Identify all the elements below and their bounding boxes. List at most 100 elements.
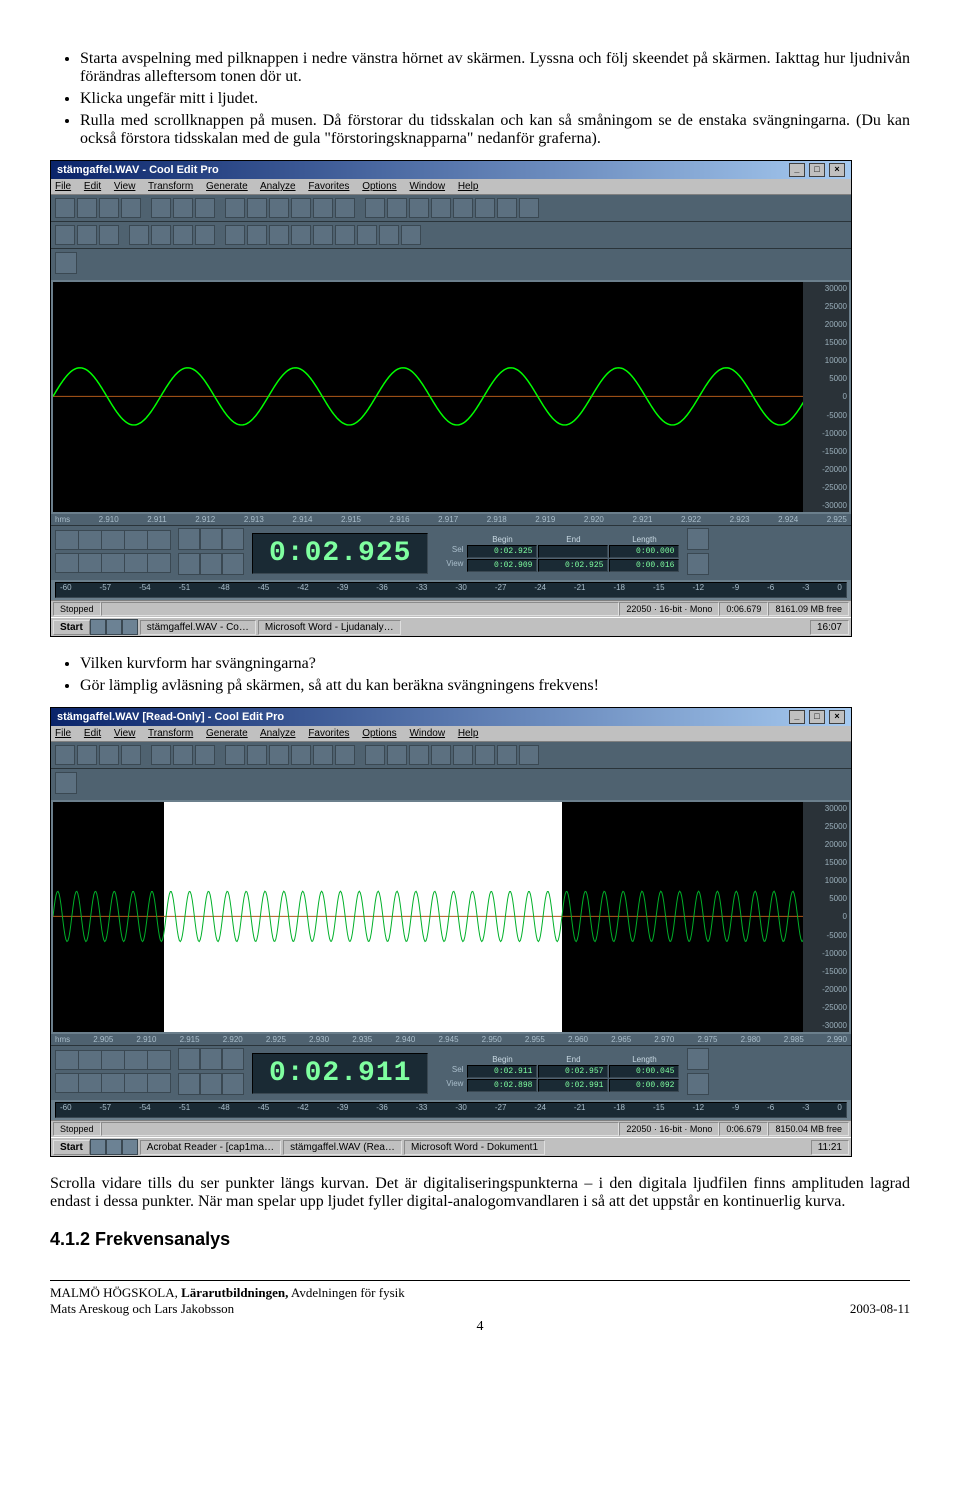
toolbar-button[interactable] [409,198,429,218]
menu-options[interactable]: Options [362,728,396,739]
zoom-right-button[interactable] [222,553,244,575]
goto-start-button[interactable] [55,1073,79,1093]
start-button[interactable]: Start [53,620,90,635]
taskbar-item[interactable]: Microsoft Word - Ljudanaly… [258,620,401,635]
forward-button[interactable] [101,1073,125,1093]
zoom-sel-button[interactable] [178,553,200,575]
loop-button[interactable] [147,530,171,550]
menu-generate[interactable]: Generate [206,181,248,192]
vzoom-in-button[interactable] [687,1048,709,1070]
record-button[interactable] [124,1050,148,1070]
toolbar-button[interactable] [269,225,289,245]
minimize-icon[interactable]: _ [789,710,805,724]
menu-window[interactable]: Window [409,728,445,739]
menu-view[interactable]: View [114,728,136,739]
toolbar-button[interactable] [121,198,141,218]
toolbar-button[interactable] [247,225,267,245]
goto-end-button[interactable] [124,1073,148,1093]
taskbar-item[interactable]: Microsoft Word - Dokument1 [404,1140,545,1155]
toolbar-button[interactable] [225,745,245,765]
menu-edit[interactable]: Edit [84,728,101,739]
menu-transform[interactable]: Transform [148,728,193,739]
toolbar-button[interactable] [99,198,119,218]
toolbar-button[interactable] [313,225,333,245]
goto-start-button[interactable] [55,553,79,573]
toolbar-button[interactable] [387,745,407,765]
toolbar-button[interactable] [357,225,377,245]
menu-window[interactable]: Window [409,181,445,192]
menu-edit[interactable]: Edit [84,181,101,192]
pause-button[interactable] [101,530,125,550]
rewind-button[interactable] [78,1073,102,1093]
zoom-left-button[interactable] [200,1073,222,1095]
toolbar-button[interactable] [431,198,451,218]
waveform-area[interactable]: 30000 25000 20000 15000 10000 5000 0 -50… [53,282,849,512]
toolbar-button[interactable] [365,198,385,218]
vzoom-out-button[interactable] [687,1073,709,1095]
toolbar-button[interactable] [519,745,539,765]
toolbar-button[interactable] [225,225,245,245]
menu-view[interactable]: View [114,181,136,192]
maximize-icon[interactable]: □ [809,710,825,724]
quicklaunch-icon[interactable] [122,619,138,635]
zoom-in-button[interactable] [178,1048,200,1070]
stop-button[interactable] [55,1050,79,1070]
toolbar-button[interactable] [225,198,245,218]
zoom-out-button[interactable] [200,528,222,550]
view-toggle-button[interactable] [55,772,77,794]
menu-options[interactable]: Options [362,181,396,192]
menu-favorites[interactable]: Favorites [308,181,349,192]
menu-generate[interactable]: Generate [206,728,248,739]
waveform-area[interactable]: 30000 25000 20000 15000 10000 5000 0 -50… [53,802,849,1032]
close-icon[interactable]: × [829,710,845,724]
toolbar-button[interactable] [401,225,421,245]
end-button[interactable] [147,553,171,573]
pause-button[interactable] [101,1050,125,1070]
toolbar-button[interactable] [55,745,75,765]
toolbar-button[interactable] [195,225,215,245]
toolbar-button[interactable] [55,198,75,218]
toolbar-button[interactable] [77,225,97,245]
menu-favorites[interactable]: Favorites [308,728,349,739]
toolbar-button[interactable] [453,198,473,218]
close-icon[interactable]: × [829,163,845,177]
menu-analyze[interactable]: Analyze [260,728,296,739]
zoom-full-button[interactable] [222,528,244,550]
quicklaunch-icon[interactable] [106,619,122,635]
menu-file[interactable]: File [55,728,71,739]
menu-analyze[interactable]: Analyze [260,181,296,192]
vzoom-out-button[interactable] [687,553,709,575]
toolbar-button[interactable] [387,198,407,218]
toolbar-button[interactable] [173,198,193,218]
toolbar-button[interactable] [497,745,517,765]
quicklaunch-icon[interactable] [122,1139,138,1155]
toolbar-button[interactable] [475,198,495,218]
toolbar-button[interactable] [77,198,97,218]
toolbar-button[interactable] [151,225,171,245]
toolbar-button[interactable] [55,225,75,245]
menu-help[interactable]: Help [458,728,479,739]
menu-help[interactable]: Help [458,181,479,192]
goto-end-button[interactable] [124,553,148,573]
toolbar-button[interactable] [313,198,333,218]
loop-button[interactable] [147,1050,171,1070]
stop-button[interactable] [55,530,79,550]
taskbar-item[interactable]: stämgaffel.WAV (Rea… [283,1140,402,1155]
play-button[interactable] [78,530,102,550]
toolbar-button[interactable] [497,198,517,218]
toolbar-button[interactable] [129,225,149,245]
toolbar-button[interactable] [121,745,141,765]
toolbar-button[interactable] [335,745,355,765]
toolbar-button[interactable] [409,745,429,765]
toolbar-button[interactable] [99,225,119,245]
zoom-in-button[interactable] [178,528,200,550]
toolbar-button[interactable] [195,745,215,765]
rewind-button[interactable] [78,553,102,573]
menu-file[interactable]: File [55,181,71,192]
toolbar-button[interactable] [291,745,311,765]
quicklaunch-icon[interactable] [90,619,106,635]
toolbar-button[interactable] [247,198,267,218]
toolbar-button[interactable] [519,198,539,218]
record-button[interactable] [124,530,148,550]
toolbar-button[interactable] [77,745,97,765]
